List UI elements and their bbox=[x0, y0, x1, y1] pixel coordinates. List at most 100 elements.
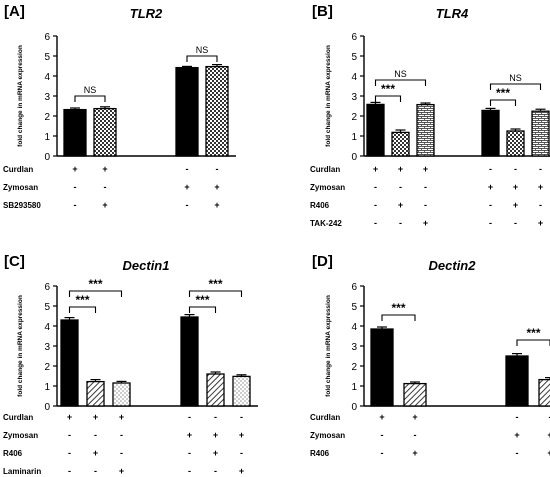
chart-title: Dectin1 bbox=[123, 258, 170, 273]
y-tick-label: 0 bbox=[351, 402, 357, 413]
treatment-mark: - bbox=[214, 466, 217, 476]
y-axis-label: fold change in mRNA expression bbox=[325, 295, 332, 397]
treatment-label: R406 bbox=[310, 201, 330, 210]
treatment-mark: + bbox=[547, 448, 550, 458]
significance-label: *** bbox=[88, 277, 102, 291]
treatment-mark: - bbox=[104, 182, 107, 192]
y-tick-label: 2 bbox=[44, 112, 50, 123]
bar bbox=[112, 382, 131, 407]
treatment-label: Curdlan bbox=[3, 413, 33, 422]
treatment-label: Zymosan bbox=[310, 183, 345, 192]
bar bbox=[538, 378, 550, 407]
chart-title: TLR4 bbox=[436, 6, 469, 21]
y-axis-label: fold change in mRNA expression bbox=[325, 45, 332, 147]
y-tick-label: 6 bbox=[44, 282, 50, 293]
significance-label: *** bbox=[195, 293, 209, 307]
treatment-mark: + bbox=[513, 182, 518, 192]
y-tick-label: 4 bbox=[351, 72, 357, 83]
treatment-mark: + bbox=[412, 448, 417, 458]
treatment-mark: - bbox=[516, 448, 519, 458]
y-tick-label: 1 bbox=[44, 132, 50, 143]
y-tick-label: 3 bbox=[44, 342, 50, 353]
treatment-mark: + bbox=[214, 200, 219, 210]
treatment-mark: - bbox=[120, 448, 123, 458]
treatment-mark: - bbox=[539, 200, 542, 210]
y-axis-label: fold change in mRNA expression bbox=[17, 45, 24, 147]
bar bbox=[232, 375, 251, 407]
bar bbox=[416, 103, 435, 157]
treatment-mark: + bbox=[93, 412, 98, 422]
y-tick-label: 4 bbox=[44, 72, 50, 83]
treatment-mark: + bbox=[239, 466, 244, 476]
significance-label: *** bbox=[75, 293, 89, 307]
treatment-mark: + bbox=[379, 412, 384, 422]
bar bbox=[403, 382, 427, 407]
treatment-mark: + bbox=[412, 412, 417, 422]
y-tick-label: 2 bbox=[351, 362, 357, 373]
y-tick-label: 2 bbox=[351, 112, 357, 123]
bar bbox=[175, 66, 199, 157]
treatment-mark: - bbox=[74, 200, 77, 210]
treatment-mark: - bbox=[381, 448, 384, 458]
treatment-mark: + bbox=[373, 164, 378, 174]
treatment-mark: - bbox=[399, 218, 402, 228]
bar bbox=[63, 108, 87, 157]
treatment-mark: + bbox=[538, 218, 543, 228]
treatment-label: Laminarin bbox=[3, 467, 41, 476]
treatment-mark: + bbox=[547, 430, 550, 440]
treatment-mark: + bbox=[538, 182, 543, 192]
treatment-mark: + bbox=[72, 164, 77, 174]
y-tick-label: 2 bbox=[44, 362, 50, 373]
treatment-mark: - bbox=[414, 430, 417, 440]
treatment-mark: - bbox=[424, 200, 427, 210]
panel-label: [D] bbox=[312, 253, 333, 270]
y-axis-label: fold change in mRNA expression bbox=[17, 295, 24, 397]
treatment-mark: - bbox=[516, 412, 519, 422]
chart-title: Dectin2 bbox=[429, 258, 477, 273]
y-tick-label: 3 bbox=[44, 92, 50, 103]
panel-label: [B] bbox=[312, 3, 333, 20]
treatment-mark: + bbox=[119, 412, 124, 422]
treatment-mark: - bbox=[68, 430, 71, 440]
treatment-mark: - bbox=[539, 164, 542, 174]
treatment-mark: + bbox=[102, 200, 107, 210]
y-tick-label: 6 bbox=[351, 282, 357, 293]
y-tick-label: 5 bbox=[44, 302, 50, 313]
bar bbox=[505, 355, 529, 407]
treatment-mark: + bbox=[187, 430, 192, 440]
y-tick-label: 5 bbox=[351, 302, 357, 313]
significance-bracket bbox=[489, 83, 542, 90]
treatment-mark: - bbox=[74, 182, 77, 192]
significance-bracket bbox=[74, 95, 106, 102]
bar bbox=[60, 319, 79, 407]
significance-label: NS bbox=[196, 45, 209, 55]
y-tick-label: 1 bbox=[351, 382, 357, 393]
bar bbox=[481, 109, 500, 157]
treatment-mark: - bbox=[489, 218, 492, 228]
y-tick-label: 0 bbox=[351, 152, 357, 163]
treatment-mark: - bbox=[399, 182, 402, 192]
treatment-label: Zymosan bbox=[310, 431, 345, 440]
treatment-mark: - bbox=[214, 412, 217, 422]
bar bbox=[86, 380, 105, 407]
treatment-mark: - bbox=[424, 182, 427, 192]
treatment-mark: - bbox=[374, 182, 377, 192]
significance-label: *** bbox=[496, 86, 510, 100]
bar bbox=[180, 316, 199, 407]
y-tick-label: 4 bbox=[351, 322, 357, 333]
significance-bracket bbox=[374, 95, 402, 102]
treatment-mark: + bbox=[398, 164, 403, 174]
treatment-mark: + bbox=[119, 466, 124, 476]
y-tick-label: 5 bbox=[351, 52, 357, 63]
treatment-mark: + bbox=[423, 218, 428, 228]
treatment-label: TAK-242 bbox=[310, 219, 342, 228]
treatment-mark: + bbox=[213, 448, 218, 458]
y-tick-label: 0 bbox=[44, 402, 50, 413]
significance-bracket bbox=[188, 290, 243, 297]
treatment-mark: + bbox=[239, 430, 244, 440]
treatment-mark: + bbox=[102, 164, 107, 174]
treatment-mark: - bbox=[514, 164, 517, 174]
significance-bracket bbox=[516, 339, 550, 346]
bar bbox=[205, 65, 229, 157]
